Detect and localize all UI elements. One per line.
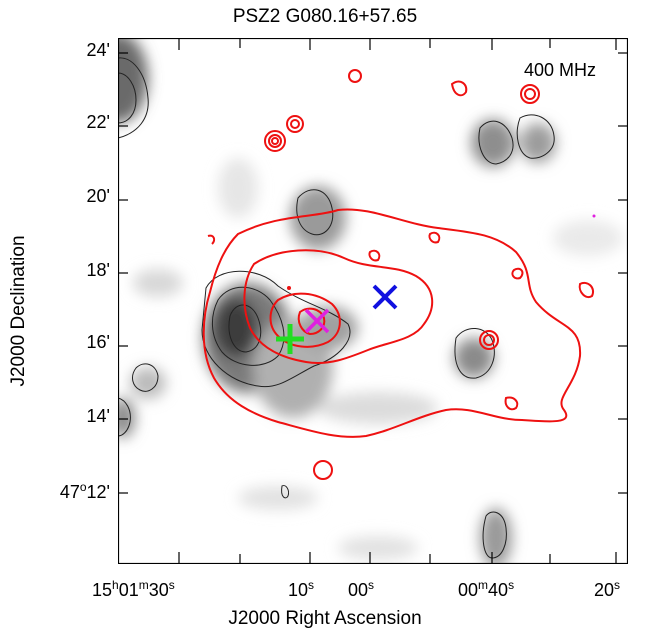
x-tick-label: 00m40s	[458, 578, 515, 600]
x-axis-label: J2000 Right Ascension	[228, 608, 422, 629]
red-contours	[202, 69, 594, 480]
black-contours	[118, 57, 555, 559]
axis-ticks	[118, 38, 628, 564]
x-tick-label: 15h01m30s	[92, 578, 175, 600]
x-tick-label: 10s	[288, 578, 315, 600]
blue-cross-marker	[372, 284, 398, 310]
frequency-label: 400 MHz	[524, 60, 597, 80]
red-dot	[287, 286, 291, 290]
y-axis-label: J2000 Declination	[8, 235, 29, 387]
magenta-cross-marker	[304, 308, 330, 334]
y-tick-label: 47o12'	[59, 480, 110, 502]
radio-map-panel	[118, 38, 628, 564]
x-tick-label: 00s	[348, 578, 375, 600]
y-tick-label: 22'	[86, 112, 110, 132]
y-tick-label: 18'	[86, 260, 110, 280]
y-tick-label: 14'	[86, 406, 110, 426]
x-tick-label: 20s	[594, 578, 621, 600]
grayscale-emission	[118, 38, 623, 564]
plot-frame	[118, 38, 628, 564]
y-tick-label: 20'	[86, 186, 110, 206]
magenta-dot	[592, 214, 596, 218]
green-plus-marker	[276, 324, 304, 354]
figure-title: PSZ2 G080.16+57.65	[232, 6, 418, 27]
y-tick-label: 24'	[86, 40, 110, 60]
y-tick-label: 16'	[86, 332, 110, 352]
